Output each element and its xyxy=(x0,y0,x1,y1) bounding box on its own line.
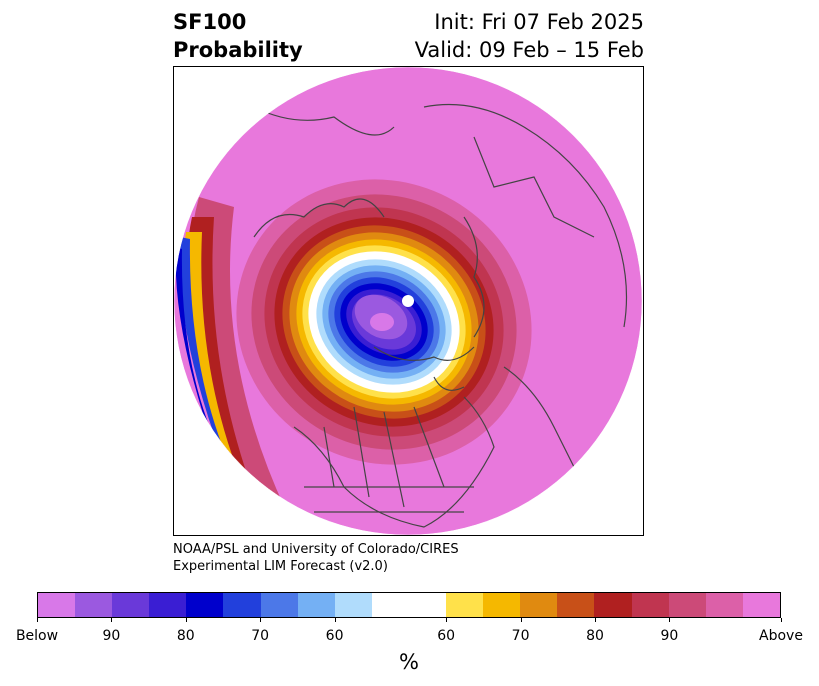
colorbar-tick-label: 90 xyxy=(660,628,679,644)
probability-field xyxy=(174,67,642,535)
colorbar-tick-mark xyxy=(595,618,596,622)
colorbar-tick-label: Below xyxy=(15,628,59,644)
colorbar-tick-mark xyxy=(335,618,336,622)
coastlines xyxy=(253,103,628,528)
polar-map xyxy=(174,67,643,535)
valid-range: Valid: 09 Feb – 15 Feb xyxy=(414,38,644,62)
colorbar-tick-label: 80 xyxy=(176,628,195,644)
colorbar xyxy=(37,592,781,618)
colorbar-above-segment xyxy=(594,593,632,617)
title-product: Probability xyxy=(173,38,303,62)
colorbar-tick-mark xyxy=(669,618,670,622)
colorbar-below-segment xyxy=(260,593,298,617)
colorbar-above-segment xyxy=(483,593,521,617)
map-panel xyxy=(173,66,644,536)
colorbar-tick-mark xyxy=(446,618,447,622)
colorbar-below-segment xyxy=(297,593,335,617)
colorbar-tick-mark xyxy=(260,618,261,622)
colorbar-above-segment xyxy=(557,593,595,617)
colorbar-tick-label: 70 xyxy=(511,628,530,644)
title-variable-block: SF100 Probability xyxy=(173,8,303,64)
colorbar-tick-mark xyxy=(781,618,782,622)
credit-text: NOAA/PSL and University of Colorado/CIRE… xyxy=(173,541,459,575)
colorbar-below-segment xyxy=(223,593,261,617)
init-date: Init: Fri 07 Feb 2025 xyxy=(434,10,644,34)
credit-line-1: NOAA/PSL and University of Colorado/CIRE… xyxy=(173,542,459,557)
colorbar-neutral-segment xyxy=(371,593,447,617)
colorbar-below-segment xyxy=(38,593,76,617)
colorbar-above-segment xyxy=(520,593,558,617)
title-variable: SF100 xyxy=(173,10,247,34)
colorbar-tick-label: 60 xyxy=(325,628,344,644)
colorbar-tick-label: Above xyxy=(759,628,803,644)
colorbar-below-segment xyxy=(112,593,150,617)
colorbar-below-segment xyxy=(334,593,372,617)
colorbar-tick-label: 60 xyxy=(437,628,456,644)
credit-line-2: Experimental LIM Forecast (v2.0) xyxy=(173,559,388,574)
colorbar-tick-mark xyxy=(37,618,38,622)
colorbar-above-segment xyxy=(446,593,484,617)
pole-hole xyxy=(402,295,414,307)
colorbar-above-segment xyxy=(742,593,780,617)
colorbar-tick-label: 70 xyxy=(251,628,270,644)
colorbar-above-segment xyxy=(631,593,669,617)
colorbar-above-segment xyxy=(705,593,743,617)
colorbar-above-segment xyxy=(668,593,706,617)
colorbar-unit: % xyxy=(399,650,419,674)
colorbar-below-segment xyxy=(149,593,187,617)
colorbar-tick-mark xyxy=(111,618,112,622)
colorbar-tick-mark xyxy=(186,618,187,622)
colorbar-below-segment xyxy=(186,593,224,617)
colorbar-tick-mark xyxy=(521,618,522,622)
colorbar-tick-label: 80 xyxy=(586,628,604,644)
colorbar-below-segment xyxy=(75,593,113,617)
title-dates-block: Init: Fri 07 Feb 2025 Valid: 09 Feb – 15… xyxy=(415,8,644,64)
colorbar-tick-label: 90 xyxy=(102,628,121,644)
